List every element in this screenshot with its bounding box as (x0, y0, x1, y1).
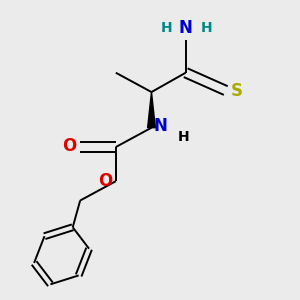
Polygon shape (148, 92, 155, 128)
Text: N: N (179, 19, 193, 37)
Text: N: N (154, 117, 168, 135)
Text: H: H (201, 21, 212, 35)
Text: H: H (178, 130, 190, 144)
Text: S: S (231, 82, 243, 100)
Text: H: H (160, 21, 172, 35)
Text: O: O (62, 136, 76, 154)
Text: O: O (98, 172, 112, 190)
